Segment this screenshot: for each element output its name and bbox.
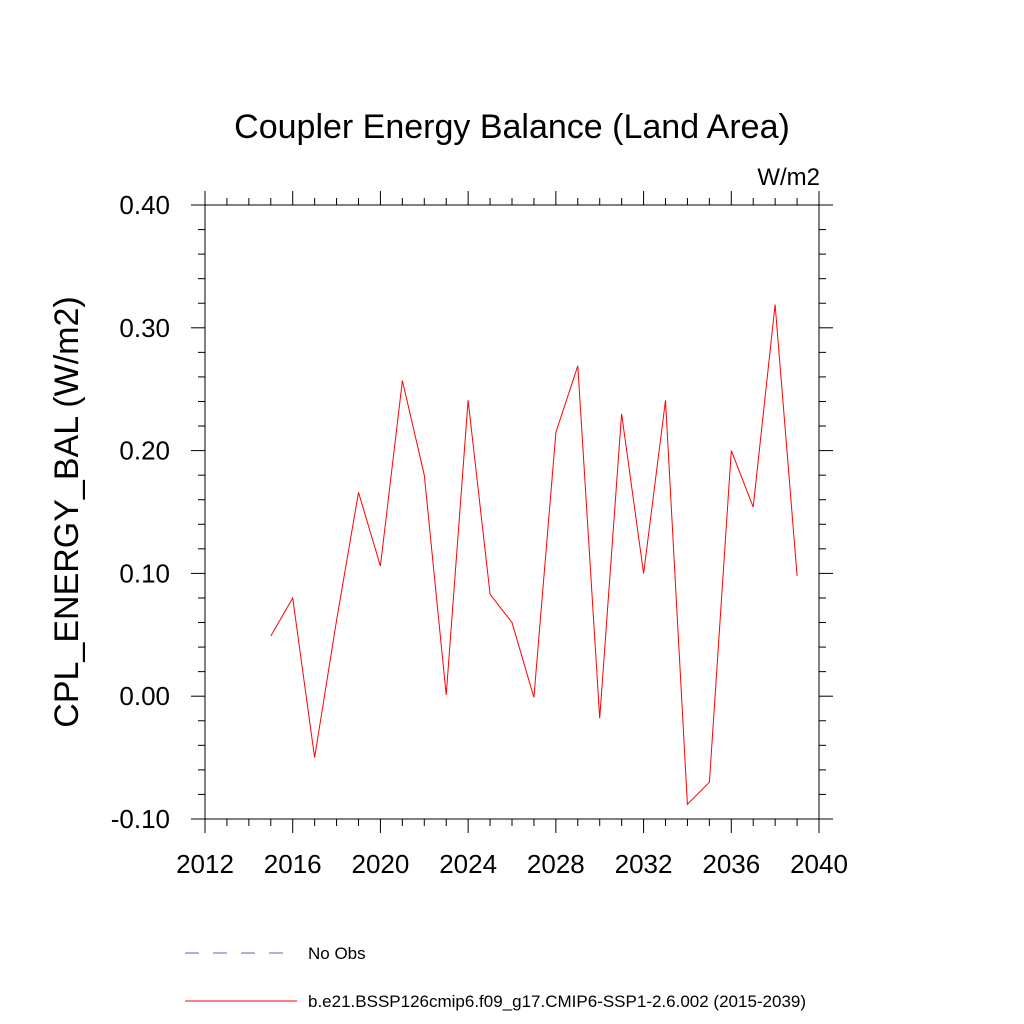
x-tick-label: 2032 [615, 849, 673, 879]
y-tick-label: 0.20 [119, 436, 170, 466]
y-tick-label: 0.30 [119, 313, 170, 343]
y-tick-labels: -0.10 0.00 0.10 0.20 0.30 0.40 [111, 190, 170, 834]
chart-title: Coupler Energy Balance (Land Area) [234, 108, 790, 146]
x-tick-label: 2012 [176, 849, 234, 879]
x-tick-label: 2028 [527, 849, 585, 879]
x-tick-label: 2016 [264, 849, 322, 879]
y-tick-label: 0.40 [119, 190, 170, 220]
series-group [270, 304, 798, 806]
legend-label-no-obs: No Obs [308, 944, 366, 963]
y-tick-label: 0.00 [119, 681, 170, 711]
x-tick-label: 2040 [790, 849, 848, 879]
y-tick-label: 0.10 [119, 558, 170, 588]
legend-label-model-run: b.e21.BSSP126cmip6.f09_g17.CMIP6-SSP1-2.… [308, 992, 806, 1011]
legend: No Obs b.e21.BSSP126cmip6.f09_g17.CMIP6-… [185, 944, 806, 1011]
units-label: W/m2 [757, 164, 820, 191]
x-tick-labels: 2012 2016 2020 2024 2028 2032 2036 2040 [176, 849, 848, 879]
x-tick-label: 2024 [439, 849, 497, 879]
x-tick-label: 2036 [702, 849, 760, 879]
axis-ticks [191, 191, 833, 833]
y-tick-label: -0.10 [111, 804, 170, 834]
series-line [270, 304, 798, 806]
x-tick-label: 2020 [352, 849, 410, 879]
y-axis-label: CPL_ENERGY_BAL (W/m2) [48, 296, 86, 727]
